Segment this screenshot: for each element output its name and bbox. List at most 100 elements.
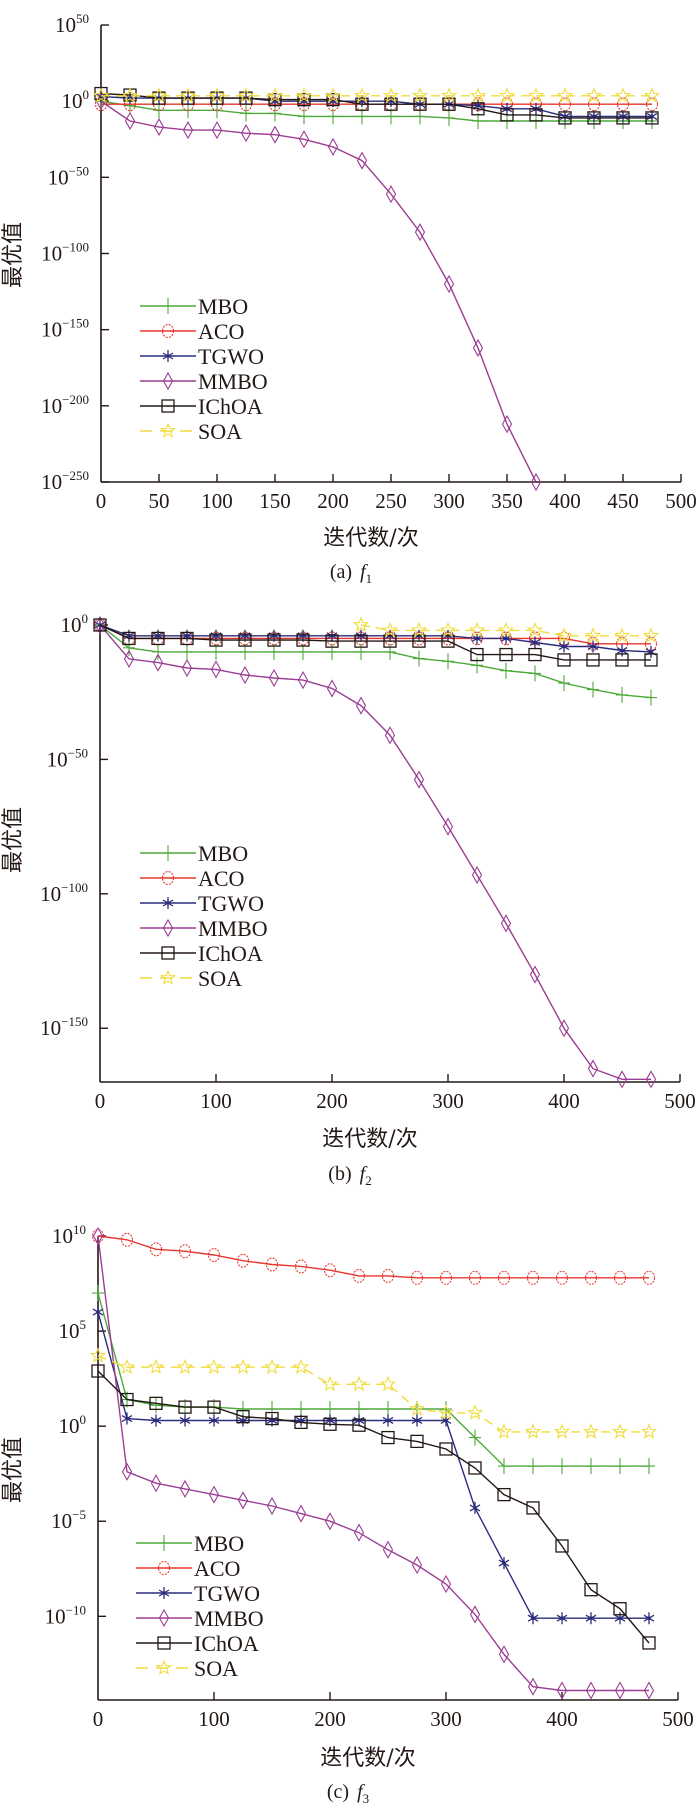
data-point-soa — [295, 87, 313, 103]
data-point-soa — [468, 621, 486, 638]
data-point-ichoa — [497, 1487, 511, 1502]
x-tick-label: 50 — [149, 489, 170, 513]
data-point-aco — [352, 1268, 366, 1283]
legend-marker-soa — [159, 422, 177, 438]
data-point-soa — [614, 87, 632, 103]
data-point-soa — [176, 1358, 194, 1375]
data-point-ichoa — [122, 631, 136, 646]
data-point-mbo — [643, 1458, 655, 1475]
legend-label: MBO — [194, 1531, 244, 1556]
data-point-ichoa — [412, 634, 426, 648]
data-point-ichoa — [296, 633, 310, 647]
legend-marker-ichoa — [161, 399, 175, 413]
data-point-soa — [237, 87, 255, 103]
panel-b: 0 100 200 300 400 50010010−5010−10010−150MBOA… — [1, 611, 696, 1188]
legend-marker-aco — [161, 323, 175, 339]
data-point-aco — [557, 631, 571, 646]
data-point-ichoa — [236, 1410, 250, 1424]
legend-label: TGWO — [198, 891, 264, 916]
caption-function: f — [360, 561, 368, 583]
series-soa — [352, 616, 660, 643]
data-point-soa — [266, 87, 284, 103]
data-point-ichoa — [325, 634, 339, 648]
data-point-mmbo — [237, 1491, 249, 1510]
data-point-aco — [499, 631, 513, 646]
data-point-ichoa — [468, 1461, 482, 1475]
caption-label: (c) — [327, 1781, 349, 1803]
x-tick-label: 400 — [546, 1707, 578, 1731]
y-tick-exponent: −10 — [66, 1602, 86, 1617]
data-point-ichoa — [613, 1602, 627, 1616]
data-point-aco — [586, 636, 600, 651]
data-point-mbo — [384, 643, 396, 660]
data-point-tgwo-dot — [589, 1616, 593, 1621]
data-point-mbo — [585, 1458, 597, 1475]
data-point-ichoa — [584, 1583, 598, 1597]
data-point-aco — [178, 1244, 192, 1259]
x-tick-label: 450 — [607, 489, 639, 513]
y-tick-label: 10−50 — [47, 745, 88, 771]
legend-label: MBO — [198, 294, 248, 319]
y-tick-label: 10−250 — [41, 468, 89, 494]
data-point-ichoa — [209, 633, 223, 647]
data-point-soa — [469, 87, 487, 103]
data-point-soa — [379, 1375, 397, 1392]
data-point-mbo — [123, 639, 135, 656]
y-tick-label: 10−150 — [41, 316, 89, 342]
data-point-aco — [439, 1270, 453, 1285]
data-point-tgwo-dot — [360, 99, 364, 103]
data-point-mmbo — [182, 120, 194, 140]
data-point-aco — [529, 97, 543, 112]
caption-subscript: 1 — [366, 571, 373, 586]
data-point-mmbo — [645, 1070, 657, 1089]
data-point-mmbo — [585, 1681, 597, 1700]
data-point-mmbo — [355, 696, 367, 715]
series-line-soa — [360, 624, 651, 637]
data-point-soa — [527, 87, 545, 103]
data-point-mmbo — [442, 817, 454, 836]
x-tick-label: 500 — [664, 1089, 696, 1113]
data-point-mbo — [529, 665, 541, 682]
data-point-tgwo-dot — [127, 633, 131, 638]
data-point-ichoa — [352, 1418, 366, 1432]
series-line-aco — [97, 1235, 649, 1279]
y-axis-title: 最优值 — [1, 222, 26, 288]
x-tick-label: 250 — [375, 489, 407, 513]
legend-label: ACO — [198, 866, 244, 891]
data-point-ichoa — [441, 634, 455, 648]
x-tick-label: 300 — [430, 1707, 462, 1731]
y-tick-exponent: −50 — [68, 745, 88, 760]
data-point-mbo — [587, 681, 599, 698]
legend-label: MMBO — [194, 1606, 264, 1631]
data-point-aco — [615, 636, 629, 651]
x-tick-label: 100 — [200, 1089, 232, 1113]
data-point-ichoa — [558, 111, 572, 125]
data-point-mmbo — [414, 223, 426, 242]
data-point-tgwo-dot — [301, 633, 305, 638]
legend-label: ACO — [198, 319, 244, 344]
data-point-tgwo-dot — [185, 633, 189, 638]
data-point-mbo — [152, 643, 164, 660]
legend-marker-mmbo — [162, 918, 174, 938]
data-point-ichoa — [354, 634, 368, 648]
legend-marker-mmbo — [162, 371, 174, 391]
data-point-mbo — [181, 643, 193, 660]
data-point-aco — [294, 1259, 308, 1274]
data-point-ichoa — [180, 631, 194, 646]
data-point-tgwo-dot — [214, 633, 218, 638]
data-point-mbo — [182, 102, 194, 119]
y-tick-base: 10 — [51, 1509, 72, 1533]
data-point-mmbo — [384, 726, 396, 745]
legend-marker-tgwo-dot — [162, 1591, 166, 1595]
data-point-aco — [468, 1270, 482, 1285]
x-tick-label: 400 — [549, 489, 581, 513]
data-point-ichoa — [151, 631, 165, 646]
data-point-aco — [613, 1270, 627, 1285]
data-point-mbo — [527, 1458, 539, 1475]
data-point-mmbo — [356, 151, 368, 170]
data-point-mmbo — [587, 1059, 599, 1078]
y-tick-label: 10−150 — [40, 1014, 88, 1040]
data-point-soa — [234, 1358, 252, 1375]
data-point-soa — [582, 1423, 600, 1439]
series-soa — [89, 1347, 658, 1439]
